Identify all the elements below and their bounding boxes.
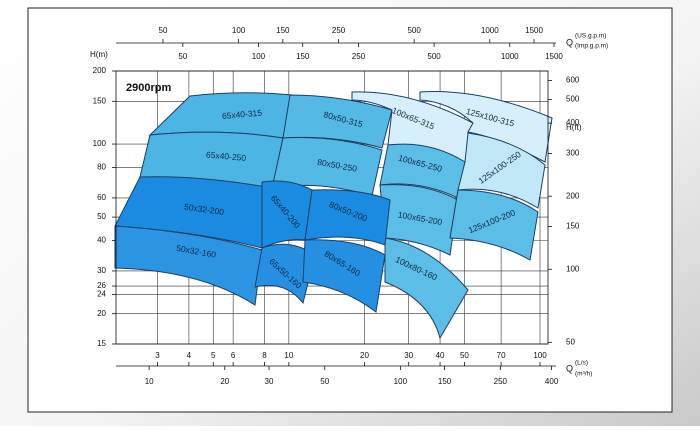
y2-tick-label: 200: [566, 191, 580, 200]
x4-tick-label: 150: [296, 52, 310, 61]
y2-tick-label: 500: [566, 95, 580, 104]
y-tick-label: 30: [97, 266, 106, 275]
y2-axis-label: H(ft): [566, 123, 582, 132]
x-tick-label: 8: [262, 351, 267, 360]
x-tick-label: 5: [211, 351, 216, 360]
x3-tick-label: 500: [407, 26, 421, 35]
x3-tick-label: 1500: [525, 26, 543, 35]
pump-region: [302, 239, 386, 313]
x3-tick-label: 150: [276, 26, 290, 35]
x3-tick-label: 250: [332, 26, 346, 35]
x-tick-label: 30: [404, 351, 413, 360]
x3-tick-label: 50: [159, 26, 168, 35]
x2-tick-label: 10: [145, 377, 154, 386]
x-tick-label: 3: [155, 351, 160, 360]
y-tick-label: 50: [97, 212, 106, 221]
y-tick-label: 15: [97, 339, 106, 348]
x2-unit: (m³/h): [575, 371, 592, 378]
x-axis-label: Q: [566, 37, 573, 47]
x2-tick-label: 20: [220, 377, 229, 386]
x-tick-label: 50: [460, 351, 469, 360]
x-tick-label: 40: [436, 351, 445, 360]
y2-tick-label: 300: [566, 149, 580, 158]
y-tick-label: 100: [93, 139, 107, 148]
pump-region: [449, 189, 539, 261]
x3-tick-label: 1000: [481, 26, 499, 35]
x3-unit: (US.g.p.m): [575, 33, 606, 40]
x-tick-label: 6: [231, 351, 236, 360]
x4-unit: (Imp.g.p.m): [575, 43, 608, 50]
x2-tick-label: 150: [438, 377, 452, 386]
x4-tick-label: 100: [252, 52, 266, 61]
y-axis-label: H(m): [90, 50, 108, 59]
y2-tick-label: 50: [566, 337, 575, 346]
x-unit: (L/s): [575, 360, 588, 367]
x-tick-label: 4: [187, 351, 192, 360]
x2-tick-label: 30: [265, 377, 274, 386]
pump-region: [304, 189, 391, 246]
x2-tick-label: 50: [320, 377, 329, 386]
x2-tick-label: 400: [545, 377, 559, 386]
y-tick-label: 24: [97, 290, 106, 299]
x3-tick-label: 100: [232, 26, 246, 35]
y-tick-label: 40: [97, 236, 106, 245]
pump-region: [384, 237, 469, 340]
y-tick-label: 150: [93, 96, 107, 105]
x-axis-label: Q: [566, 363, 573, 373]
x-tick-label: 20: [360, 351, 369, 360]
pump-region: [254, 243, 316, 305]
x-tick-label: 100: [533, 351, 547, 360]
y-tick-label: 80: [97, 163, 106, 172]
x4-tick-label: 50: [178, 52, 187, 61]
pump-region: [457, 132, 546, 209]
y2-tick-label: 100: [566, 264, 580, 273]
x4-tick-label: 1000: [501, 52, 519, 61]
x4-tick-label: 500: [427, 52, 441, 61]
region-label: 65x40-250: [206, 150, 247, 163]
region-label: 65x40-315: [221, 107, 262, 120]
y-tick-label: 200: [93, 66, 107, 75]
x2-tick-label: 250: [494, 377, 508, 386]
y2-tick-label: 150: [566, 222, 580, 231]
plot-border: [115, 70, 549, 345]
chart-title: 2900rpm: [126, 82, 171, 94]
pump-region: [114, 225, 263, 306]
y-tick-label: 60: [97, 193, 106, 202]
y-tick-label: 20: [97, 309, 106, 318]
x4-tick-label: 250: [352, 52, 366, 61]
y2-tick-label: 400: [566, 118, 580, 127]
y2-tick-label: 600: [566, 76, 580, 85]
x-tick-label: 10: [284, 351, 293, 360]
x2-tick-label: 100: [394, 377, 408, 386]
x-tick-label: 70: [497, 351, 506, 360]
x4-tick-label: 1500: [545, 52, 563, 61]
y-tick-label: 26: [97, 281, 106, 290]
